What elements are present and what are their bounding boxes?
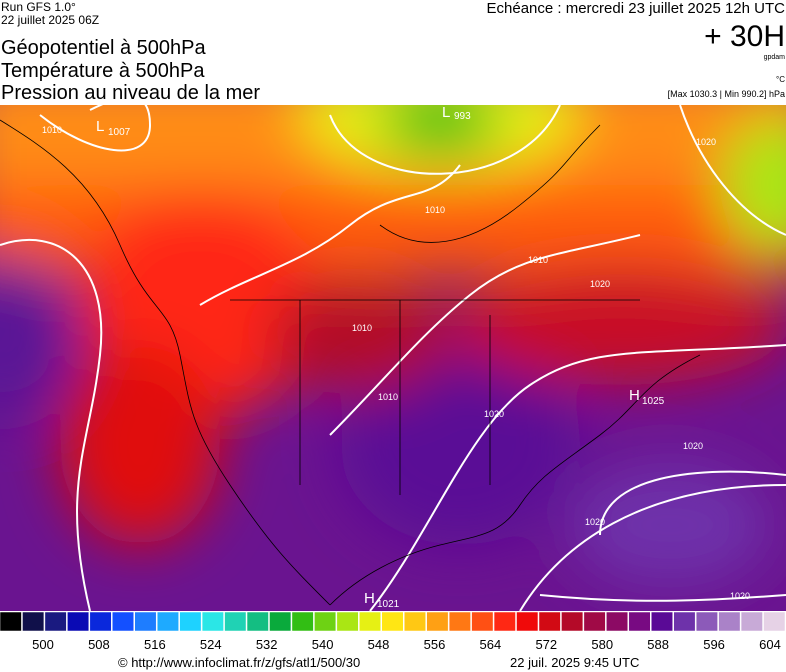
color-swatch (583, 611, 606, 632)
color-swatch (22, 611, 45, 632)
color-swatch (0, 611, 22, 632)
title-line: Température à 500hPa (1, 60, 205, 82)
color-swatch (718, 611, 741, 632)
color-swatch (628, 611, 651, 632)
center-value: 1007 (108, 127, 131, 138)
center-letter: L (442, 105, 450, 121)
valid-time: Echéance : mercredi 23 juillet 2025 12h … (486, 0, 786, 17)
color-swatch (156, 611, 179, 632)
color-swatch (269, 611, 292, 632)
run-label: Run GFS 1.0° (1, 0, 76, 14)
isobar-label: 1020 (730, 591, 750, 601)
isobar-label: 1020 (484, 409, 504, 419)
colorbar-label: 532 (256, 637, 278, 652)
color-swatch (606, 611, 629, 632)
color-swatch (695, 611, 718, 632)
isobar-label: 1010 (378, 392, 398, 402)
color-swatch (89, 611, 112, 632)
isobar-label: 1010 (352, 323, 372, 333)
color-swatch (403, 611, 426, 632)
title-line: Géopotentiel à 500hPa (1, 37, 206, 59)
extremes: [Max 1030.3 | Min 990.2] hPa (667, 89, 785, 99)
isobars (0, 105, 786, 611)
coastlines (0, 119, 701, 606)
colorbar-label: 564 (480, 637, 502, 652)
color-swatch (538, 611, 561, 632)
isobar-label: 1010 (528, 255, 548, 265)
colorbar-label: 604 (759, 637, 781, 652)
colorbar-label: 580 (591, 637, 613, 652)
colorbar-label: 596 (703, 637, 725, 652)
color-swatch (336, 611, 359, 632)
isobar-label: 1010 (42, 125, 62, 135)
center-letter: H (364, 590, 375, 607)
colorbar-label: 516 (144, 637, 166, 652)
color-swatch (651, 611, 673, 632)
color-swatch (471, 611, 494, 632)
map: L 1007 L 993 H 1025 H 1021 1010 1010 101… (0, 105, 786, 611)
center-letter: L (96, 118, 104, 135)
color-swatch (516, 611, 539, 632)
colorbar-label: 548 (368, 637, 390, 652)
color-swatch (740, 611, 763, 632)
color-swatch (291, 611, 314, 632)
title-line: Pression au niveau de la mer (1, 82, 261, 104)
unit-geo: gpdam (763, 54, 785, 61)
isobar-label: 1020 (683, 441, 703, 451)
colorbar-label: 556 (424, 637, 446, 652)
run-date: 22 juillet 2025 06Z (1, 13, 100, 27)
isobar-label: 1020 (696, 137, 716, 147)
temperature-field (0, 105, 786, 611)
color-swatch (561, 611, 584, 632)
color-swatch (44, 611, 67, 632)
color-swatch (426, 611, 449, 632)
color-swatch (112, 611, 134, 632)
color-swatch (224, 611, 247, 632)
color-swatch (381, 611, 404, 632)
color-swatch (493, 611, 516, 632)
colorbar: 500 508 516 524 532 540 548 556 564 572 580 588 596 6… (0, 611, 786, 652)
timestamp: 22 juil. 2025 9:45 UTC (510, 655, 640, 670)
isobar-label: 1010 (425, 205, 445, 215)
color-swatch (448, 611, 471, 632)
lead-time: + 30H (704, 20, 785, 53)
color-swatch (67, 611, 90, 632)
colorbar-label: 508 (88, 637, 110, 652)
center-value: 1021 (377, 599, 400, 610)
color-swatch (201, 611, 224, 632)
color-swatch (134, 611, 157, 632)
center-value: 1025 (642, 396, 665, 407)
colorbar-label: 572 (535, 637, 557, 652)
colorbar-label: 540 (312, 637, 334, 652)
colorbar-label: 588 (647, 637, 669, 652)
isobar-label: 1020 (585, 517, 605, 527)
color-swatch (179, 611, 202, 632)
isobar-labels: 1010 1010 1010 1010 1010 1020 1020 1020 … (42, 125, 750, 601)
isobar-label: 1020 (590, 279, 610, 289)
color-swatch (763, 611, 786, 632)
center-letter: H (629, 387, 640, 404)
unit-temp: °C (776, 75, 785, 84)
colorbar-label: 500 (32, 637, 54, 652)
color-swatch (314, 611, 337, 632)
pressure-centers: L 1007 L 993 H 1025 H 1021 (96, 105, 665, 610)
center-value: 993 (454, 111, 471, 122)
colorbar-label: 524 (200, 637, 222, 652)
color-swatch (673, 611, 696, 632)
color-swatch (359, 611, 382, 632)
source: © http://www.infoclimat.fr/z/gfs/atl1/50… (118, 655, 361, 670)
color-swatch (246, 611, 269, 632)
